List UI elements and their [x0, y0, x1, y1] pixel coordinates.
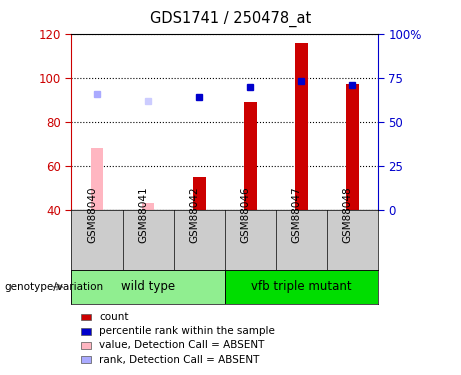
Text: GSM88046: GSM88046	[240, 186, 250, 243]
Bar	[193, 177, 206, 210]
Bar	[225, 270, 378, 304]
Text: vfb triple mutant: vfb triple mutant	[251, 280, 352, 293]
Text: GSM88041: GSM88041	[138, 186, 148, 243]
Text: wild type: wild type	[121, 280, 175, 293]
Bar	[81, 342, 91, 349]
Text: count: count	[99, 312, 129, 322]
Text: GSM88040: GSM88040	[87, 186, 97, 243]
Bar	[142, 203, 154, 210]
Text: GSM88048: GSM88048	[343, 186, 353, 243]
Text: GDS1741 / 250478_at: GDS1741 / 250478_at	[150, 11, 311, 27]
Bar	[81, 314, 91, 320]
Bar	[295, 43, 308, 210]
Bar	[244, 102, 257, 210]
Bar	[81, 356, 91, 363]
Bar	[346, 84, 359, 210]
Text: GSM88047: GSM88047	[291, 186, 301, 243]
Bar	[91, 148, 103, 210]
Bar	[71, 270, 225, 304]
Text: GSM88042: GSM88042	[189, 186, 199, 243]
Text: percentile rank within the sample: percentile rank within the sample	[99, 326, 275, 336]
Text: genotype/variation: genotype/variation	[5, 282, 104, 292]
Text: value, Detection Call = ABSENT: value, Detection Call = ABSENT	[99, 340, 265, 350]
Text: rank, Detection Call = ABSENT: rank, Detection Call = ABSENT	[99, 355, 260, 364]
Bar	[81, 328, 91, 334]
